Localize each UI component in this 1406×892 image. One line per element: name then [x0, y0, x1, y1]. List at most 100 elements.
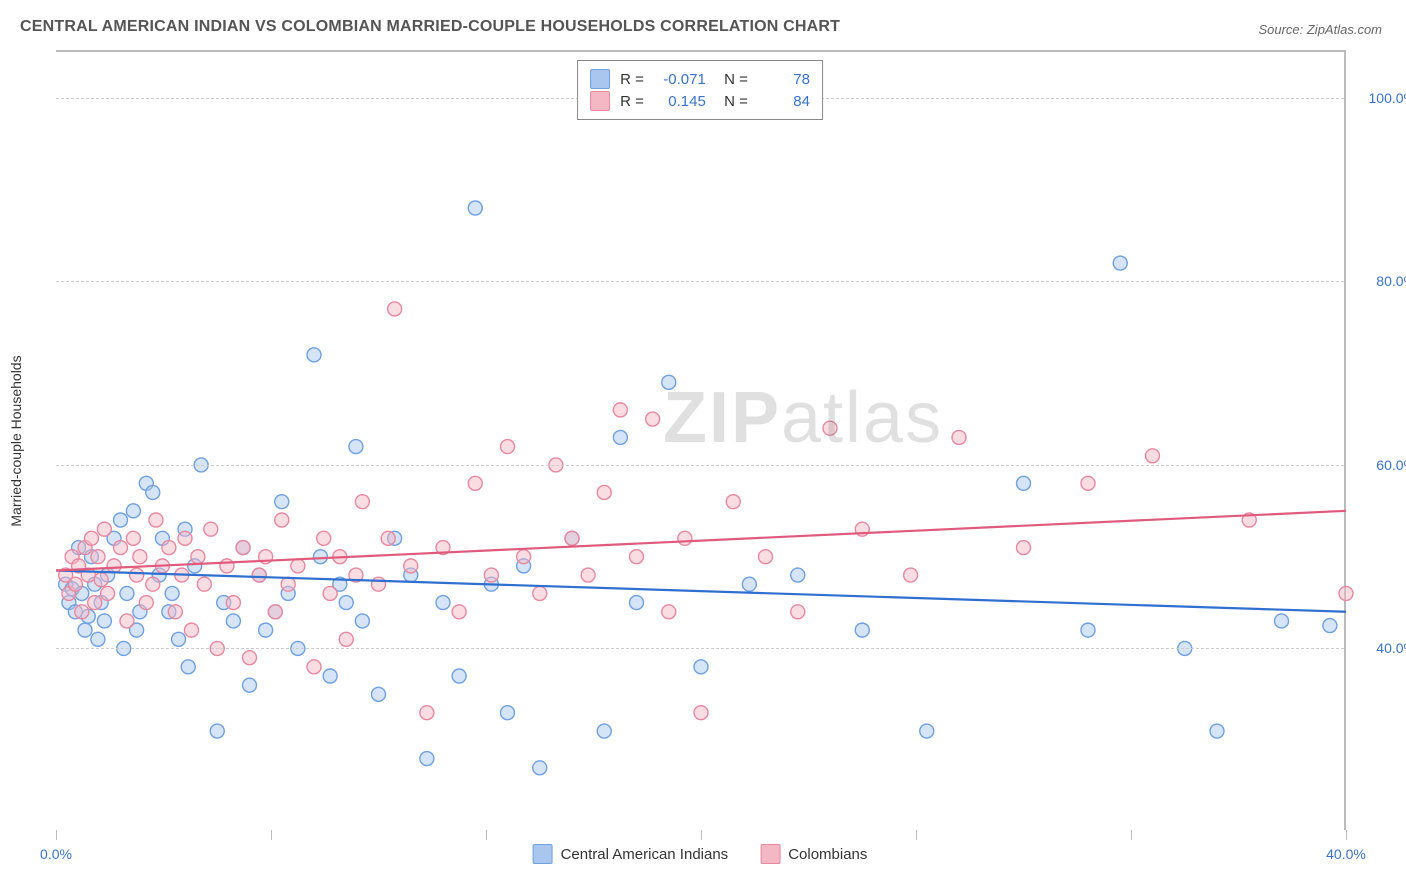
data-point-series-1	[726, 495, 740, 509]
gridline-h	[56, 648, 1344, 649]
data-point-series-1	[952, 430, 966, 444]
data-point-series-1	[114, 541, 128, 555]
data-point-series-0	[243, 678, 257, 692]
data-point-series-0	[1113, 256, 1127, 270]
data-point-series-0	[597, 724, 611, 738]
y-tick-label: 60.0%	[1352, 457, 1406, 473]
data-point-series-1	[120, 614, 134, 628]
data-point-series-1	[1017, 541, 1031, 555]
data-point-series-1	[904, 568, 918, 582]
legend-swatch-0	[590, 69, 610, 89]
data-point-series-1	[84, 531, 98, 545]
legend-bottom-label-0: Central American Indians	[561, 846, 729, 863]
data-point-series-1	[630, 550, 644, 564]
data-point-series-0	[630, 596, 644, 610]
data-point-series-1	[68, 577, 82, 591]
data-point-series-1	[184, 623, 198, 637]
data-point-series-1	[101, 586, 115, 600]
data-point-series-1	[133, 550, 147, 564]
data-point-series-0	[181, 660, 195, 674]
data-point-series-0	[91, 632, 105, 646]
data-point-series-1	[149, 513, 163, 527]
stat-r-value-0: -0.071	[654, 71, 706, 88]
legend-bottom-swatch-0	[533, 844, 553, 864]
data-point-series-1	[178, 531, 192, 545]
data-point-series-1	[517, 550, 531, 564]
stat-n-value-1: 84	[758, 93, 810, 110]
y-tick-label: 80.0%	[1352, 273, 1406, 289]
data-point-series-1	[613, 403, 627, 417]
data-point-series-0	[1017, 476, 1031, 490]
data-point-series-1	[694, 706, 708, 720]
data-point-series-0	[323, 669, 337, 683]
y-tick-label: 100.0%	[1352, 90, 1406, 106]
legend-bottom: Central American Indians Colombians	[533, 844, 868, 864]
data-point-series-0	[172, 632, 186, 646]
data-point-series-1	[355, 495, 369, 509]
data-point-series-1	[823, 421, 837, 435]
data-point-series-1	[107, 559, 121, 573]
data-point-series-1	[243, 651, 257, 665]
data-point-series-0	[339, 596, 353, 610]
data-point-series-1	[581, 568, 595, 582]
data-point-series-0	[436, 596, 450, 610]
chart-area: Married-couple Households R = -0.071 N =…	[56, 50, 1346, 830]
data-point-series-1	[791, 605, 805, 619]
x-tick	[271, 830, 272, 840]
data-point-series-0	[275, 495, 289, 509]
x-tick-label: 40.0%	[1326, 846, 1366, 862]
trendline-series-0	[56, 570, 1346, 611]
data-point-series-1	[204, 522, 218, 536]
data-point-series-0	[468, 201, 482, 215]
data-point-series-1	[646, 412, 660, 426]
data-point-series-0	[533, 761, 547, 775]
stat-r-value-1: 0.145	[654, 93, 706, 110]
data-point-series-0	[210, 724, 224, 738]
y-tick-label: 40.0%	[1352, 640, 1406, 656]
data-point-series-0	[372, 687, 386, 701]
data-point-series-1	[533, 586, 547, 600]
legend-bottom-swatch-1	[760, 844, 780, 864]
data-point-series-1	[268, 605, 282, 619]
data-point-series-1	[226, 596, 240, 610]
data-point-series-0	[97, 614, 111, 628]
legend-bottom-item-1: Colombians	[760, 844, 867, 864]
data-point-series-1	[484, 568, 498, 582]
x-tick	[701, 830, 702, 840]
data-point-series-0	[1081, 623, 1095, 637]
data-point-series-0	[259, 623, 273, 637]
data-point-series-1	[468, 476, 482, 490]
data-point-series-0	[855, 623, 869, 637]
legend-stats-row-0: R = -0.071 N = 78	[590, 69, 810, 89]
data-point-series-0	[1210, 724, 1224, 738]
x-tick	[1346, 830, 1347, 840]
data-point-series-1	[597, 485, 611, 499]
data-point-series-0	[742, 577, 756, 591]
data-point-series-0	[349, 440, 363, 454]
data-point-series-0	[1323, 619, 1337, 633]
data-point-series-1	[759, 550, 773, 564]
data-point-series-1	[452, 605, 466, 619]
data-point-series-0	[126, 504, 140, 518]
data-point-series-1	[162, 541, 176, 555]
chart-title: CENTRAL AMERICAN INDIAN VS COLOMBIAN MAR…	[20, 18, 840, 36]
stat-r-label-1: R =	[620, 93, 644, 110]
plot-svg	[56, 52, 1344, 830]
data-point-series-1	[91, 550, 105, 564]
data-point-series-0	[420, 752, 434, 766]
data-point-series-1	[281, 577, 295, 591]
data-point-series-0	[452, 669, 466, 683]
stat-r-label-0: R =	[620, 71, 644, 88]
legend-bottom-label-1: Colombians	[788, 846, 867, 863]
data-point-series-1	[1339, 586, 1353, 600]
data-point-series-0	[501, 706, 515, 720]
data-point-series-1	[404, 559, 418, 573]
trendline-series-1	[56, 511, 1346, 571]
data-point-series-0	[355, 614, 369, 628]
data-point-series-1	[662, 605, 676, 619]
data-point-series-0	[791, 568, 805, 582]
data-point-series-0	[114, 513, 128, 527]
data-point-series-1	[126, 531, 140, 545]
data-point-series-1	[88, 596, 102, 610]
data-point-series-1	[75, 605, 89, 619]
